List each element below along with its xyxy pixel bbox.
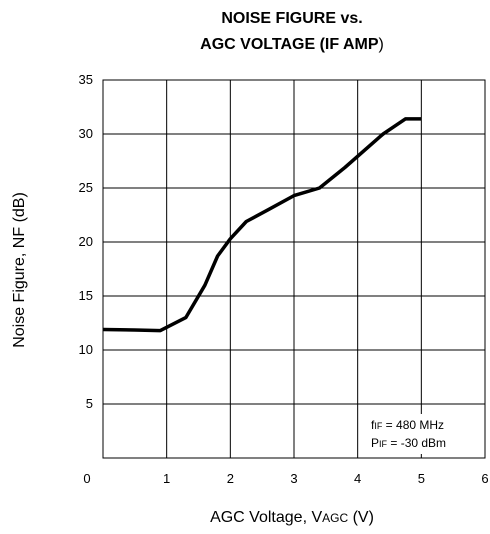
chart-title-line1: NOISE FIGURE vs. [221,10,362,27]
annotation-line2-rest: = -30 dBm [387,436,446,450]
x-tick-label: 5 [418,471,425,486]
y-tick-label: 15 [79,288,93,303]
chart-title-line2-paren: ) [379,36,384,53]
y-axis-label: Noise Figure, NF (dB) [11,192,28,348]
annotation-line2: PIF = -30 dBm [371,436,446,450]
x-tick-label: 0 [83,471,90,486]
y-tick-label: 30 [79,126,93,141]
annotation-box [367,414,481,454]
annotation-line1-prefix: f [371,418,375,432]
chart-title-line2: AGC VOLTAGE (IF AMP) [200,36,384,53]
y-tick-label: 25 [79,180,93,195]
x-tick-label: 4 [354,471,361,486]
x-tick-label: 1 [163,471,170,486]
annotation-line1: fIF = 480 MHz [371,418,444,432]
y-tick-label: 20 [79,234,93,249]
plot-frame [102,79,486,459]
x-tick-label: 2 [227,471,234,486]
y-tick-label: 5 [86,396,93,411]
x-tick-label: 6 [481,471,488,486]
x-tick-labels: 0 1 2 3 4 5 6 [83,471,488,486]
chart-title-line2-main: AGC VOLTAGE (IF AMP [200,36,379,53]
series-line [102,117,422,333]
series-group [102,117,422,333]
annotation-line2-sub: IF [379,439,388,449]
annotation-line1-rest: = 480 MHz [382,418,444,432]
x-axis-label-main: AGC Voltage, V [210,509,322,526]
annotation-line2-prefix: P [371,436,379,450]
y-tick-labels: 5 10 15 20 25 30 35 [79,72,93,411]
y-tick-label: 35 [79,72,93,87]
x-axis-label: AGC Voltage, VAGC (V) [210,509,374,526]
grid [103,80,485,458]
x-axis-label-unit: (V) [348,509,374,526]
x-tick-label: 3 [290,471,297,486]
y-tick-label: 10 [79,342,93,357]
annotation-line1-sub: IF [374,421,383,431]
x-axis-label-sub: AGC [322,511,348,525]
